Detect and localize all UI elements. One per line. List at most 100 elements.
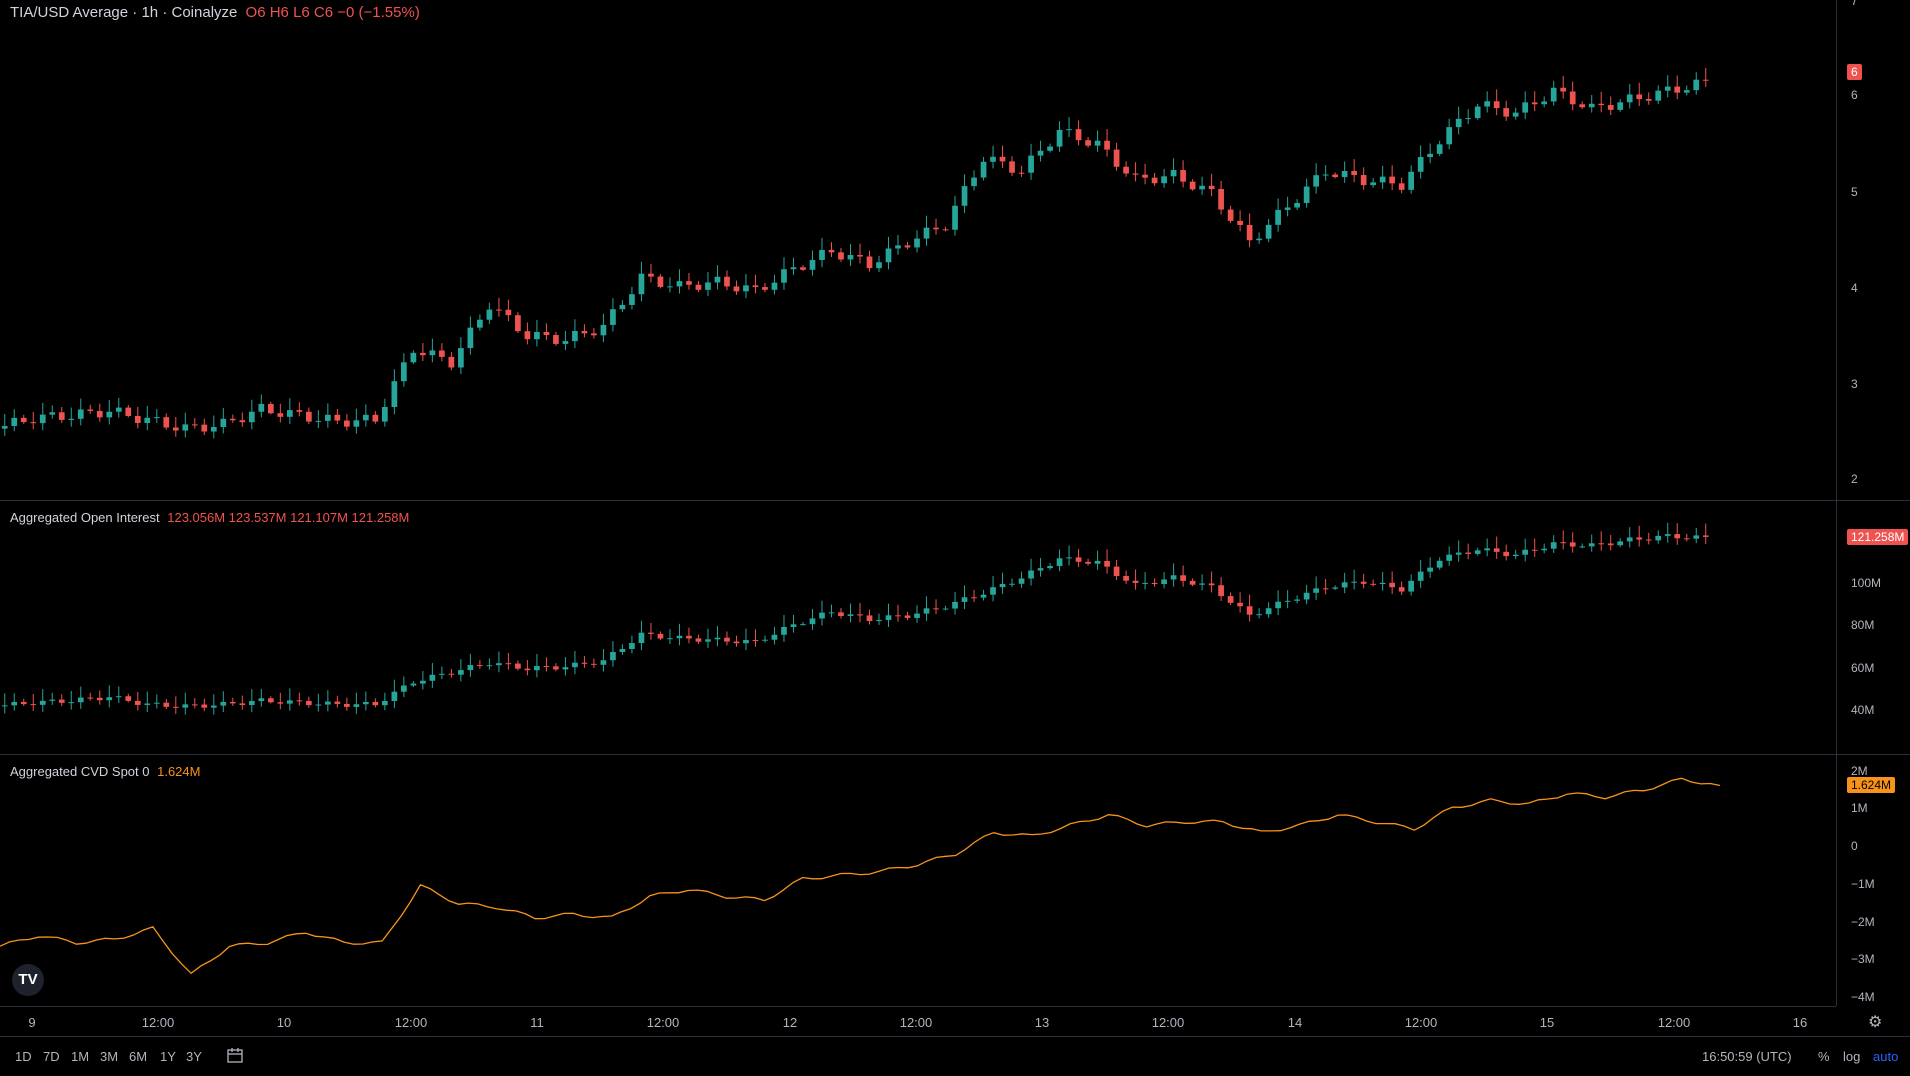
- oi-candle: [809, 618, 816, 625]
- range-1d-button[interactable]: 1D: [15, 1049, 32, 1064]
- utc-clock[interactable]: 16:50:59 (UTC): [1702, 1049, 1792, 1064]
- price-candle: [1579, 104, 1586, 108]
- price-candle: [134, 415, 141, 423]
- oi-scale[interactable]: 121.258M 100M 80M 60M 40M: [1836, 501, 1910, 754]
- price-candle: [1161, 176, 1167, 184]
- symbol-label[interactable]: TIA/USD Average: [10, 4, 129, 21]
- cvd-pane[interactable]: Aggregated CVD Spot 0 1.624M 2M 1.624M 1…: [0, 755, 1910, 1006]
- price-candle: [743, 285, 749, 292]
- price-tick: 7: [1851, 0, 1858, 8]
- oi-candle: [762, 639, 768, 641]
- oi-candle: [1541, 548, 1548, 551]
- oi-candle: [410, 683, 417, 686]
- range-3y-button[interactable]: 3Y: [186, 1049, 202, 1064]
- oi-candle: [1313, 588, 1319, 593]
- log-toggle[interactable]: log: [1843, 1049, 1861, 1064]
- tradingview-logo-icon[interactable]: TV: [12, 964, 44, 996]
- range-6m-button[interactable]: 6M: [129, 1049, 148, 1064]
- oi-candle: [267, 698, 274, 703]
- price-candle: [1180, 170, 1186, 182]
- oi-candle: [191, 704, 198, 706]
- price-scale[interactable]: 7 6 5 4 3 2 6: [1836, 0, 1910, 500]
- price-tick: 3: [1851, 377, 1858, 391]
- price-candle: [676, 281, 683, 287]
- oi-candle: [1503, 551, 1510, 557]
- oi-candle: [961, 597, 968, 602]
- price-candle: [857, 254, 863, 257]
- calendar-icon[interactable]: [226, 1046, 244, 1064]
- price-candle: [30, 422, 37, 424]
- percent-toggle[interactable]: %: [1818, 1049, 1830, 1064]
- price-candle: [258, 403, 265, 412]
- range-3m-button[interactable]: 3M: [100, 1049, 119, 1064]
- time-axis-label: 12:00: [1657, 1015, 1691, 1030]
- price-candle: [382, 407, 388, 422]
- price-candle: [1237, 220, 1243, 225]
- cvd-scale[interactable]: 2M 1.624M 1M 0 −1M −2M −3M −4M: [1836, 755, 1910, 1006]
- oi-candle: [429, 674, 436, 681]
- oi-candle: [239, 703, 246, 706]
- price-candle: [1018, 172, 1025, 174]
- oi-candle: [1094, 560, 1101, 564]
- cvd-tick: −4M: [1851, 990, 1875, 1004]
- price-candle: [515, 315, 521, 332]
- range-7d-button[interactable]: 7D: [43, 1049, 60, 1064]
- gear-icon[interactable]: ⚙: [1868, 1014, 1883, 1031]
- range-1y-button[interactable]: 1Y: [160, 1049, 176, 1064]
- price-pane[interactable]: TIA/USD Average · 1h · Coinalyze O6 H6 L…: [0, 0, 1910, 500]
- oi-plot[interactable]: [0, 501, 1836, 754]
- price-candle: [1417, 157, 1424, 172]
- price-tick: 4: [1851, 281, 1858, 295]
- time-axis-label: 12: [782, 1015, 798, 1030]
- oi-candle: [895, 615, 901, 617]
- pane-separator[interactable]: [0, 754, 1910, 755]
- price-candle: [876, 262, 882, 269]
- price-candle: [809, 259, 816, 270]
- oi-candle: [648, 632, 654, 634]
- oi-candle: [30, 704, 37, 706]
- oi-candle: [1560, 542, 1567, 544]
- oi-candle: [857, 614, 863, 616]
- price-candle: [1142, 174, 1148, 178]
- oi-title[interactable]: Aggregated Open Interest: [10, 510, 160, 525]
- price-candle: [1598, 103, 1605, 106]
- price-candle: [1484, 101, 1491, 107]
- price-candle: [353, 420, 360, 427]
- open-interest-pane[interactable]: Aggregated Open Interest 123.056M 123.53…: [0, 501, 1910, 754]
- oi-candle: [1474, 550, 1481, 554]
- cvd-tick: −2M: [1851, 915, 1875, 929]
- oi-candle: [1550, 542, 1557, 549]
- oi-candle: [324, 701, 331, 705]
- cvd-plot[interactable]: [0, 755, 1836, 1006]
- oi-candle: [847, 614, 854, 616]
- time-axis-label: 12:00: [394, 1015, 428, 1030]
- price-candle: [1265, 224, 1272, 239]
- oi-candle: [1569, 542, 1576, 547]
- price-candle: [1455, 118, 1462, 128]
- oi-candle: [1636, 537, 1643, 540]
- price-candle: [1607, 105, 1614, 110]
- price-candle: [1113, 149, 1120, 167]
- pane-separator[interactable]: [0, 500, 1910, 501]
- time-axis-label: 12:00: [899, 1015, 933, 1030]
- cvd-title[interactable]: Aggregated CVD Spot 0: [10, 764, 150, 779]
- oi-candle: [600, 660, 607, 665]
- cvd-tick: 2M: [1851, 764, 1868, 778]
- interval-label[interactable]: 1h: [141, 4, 159, 21]
- oi-candle: [1151, 582, 1158, 584]
- oi-candle: [458, 670, 464, 675]
- auto-toggle[interactable]: auto: [1873, 1049, 1899, 1064]
- oi-candle: [1009, 583, 1015, 585]
- price-candle: [724, 276, 730, 287]
- oi-tick: 100M: [1851, 576, 1882, 590]
- price-candle: [838, 252, 844, 260]
- price-candle: [1170, 170, 1177, 177]
- oi-candle: [1256, 614, 1262, 616]
- oi-candle: [77, 697, 84, 703]
- price-plot[interactable]: [0, 0, 1836, 500]
- time-axis[interactable]: 9 12:00 10 12:00 11 12:00 12 12:00 13 12…: [0, 1006, 1836, 1037]
- price-candle: [1085, 140, 1091, 146]
- cvd-tick: 0: [1851, 839, 1858, 853]
- oi-candle: [705, 639, 711, 642]
- range-1m-button[interactable]: 1M: [71, 1049, 90, 1064]
